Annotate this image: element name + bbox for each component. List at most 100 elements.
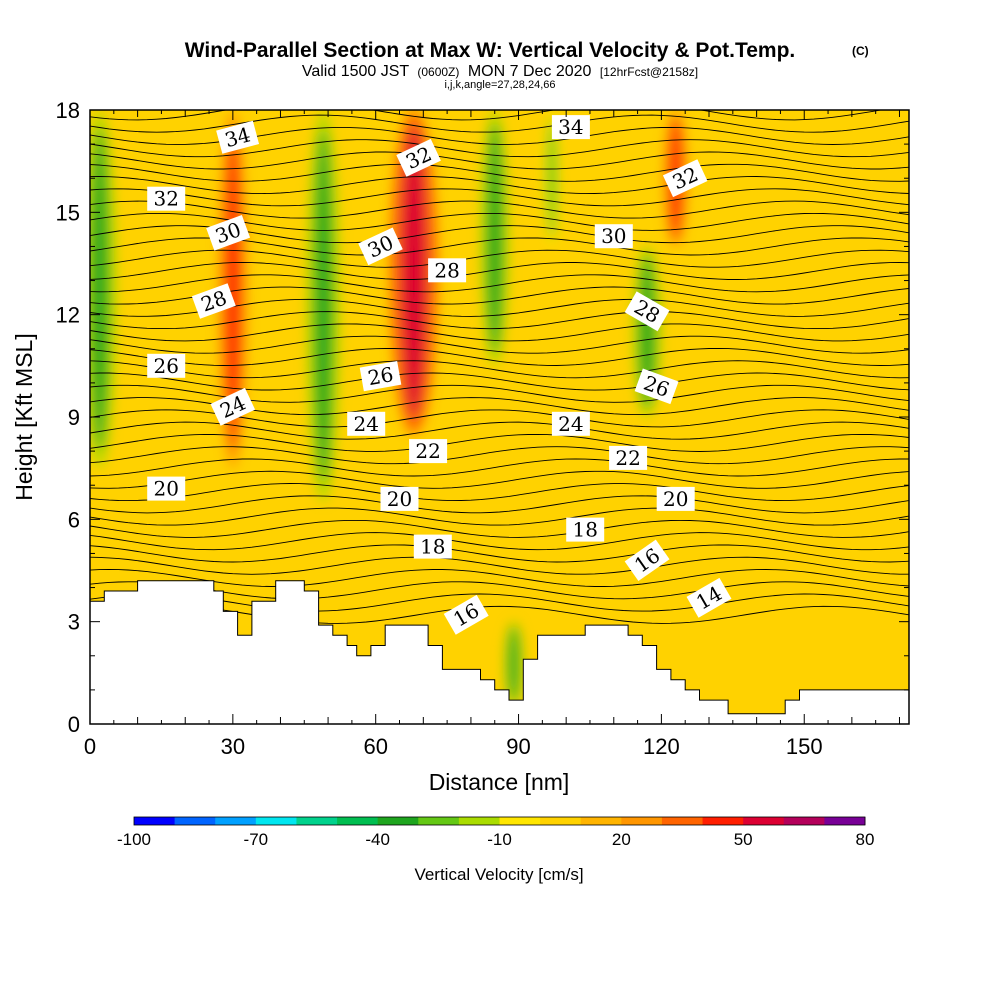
isentrope-label-16: 24 — [551, 411, 590, 436]
colorbar-swatch-15 — [743, 817, 785, 825]
isentrope-line-41 — [90, 110, 884, 121]
isentrope-label-bg — [428, 258, 467, 283]
isentrope-line-20 — [90, 360, 909, 379]
isentrope-label-text: 24 — [353, 412, 378, 436]
x-tick-label: 120 — [643, 734, 680, 759]
isentrope-line-28 — [90, 262, 909, 280]
isentrope-line-33 — [90, 200, 909, 219]
isentrope-label-bg — [380, 486, 419, 511]
isentrope-label-22: 18 — [413, 534, 452, 559]
isentrope-label-bg — [216, 120, 260, 154]
isentrope-line-24 — [90, 311, 909, 330]
isentrope-line-37 — [90, 151, 909, 170]
isentrope-label-19: 20 — [147, 476, 186, 501]
velocity-core-1 — [224, 127, 241, 451]
isentrope-label-9: 28 — [428, 258, 467, 283]
x-axis-label: Distance [nm] — [429, 769, 570, 795]
isentrope-label-text: 18 — [420, 535, 445, 559]
chart-title: Wind-Parallel Section at Max W: Vertical… — [185, 39, 796, 62]
colorbar-swatch-4 — [296, 817, 338, 825]
colorbar-swatch-12 — [621, 817, 663, 825]
isentrope-line-32 — [90, 212, 909, 231]
velocity-core-5 — [546, 116, 558, 240]
isentrope-label-1: 34 — [551, 115, 590, 140]
isentrope-line-3 — [90, 569, 909, 587]
isentrope-label-bg — [147, 353, 186, 378]
isentrope-line-10 — [90, 483, 909, 502]
isentrope-label-bg — [566, 517, 605, 542]
velocity-core-4 — [486, 122, 503, 354]
isentrope-line-14 — [90, 433, 909, 452]
isentrope-label-bg — [634, 368, 679, 405]
isentrope-label-text: 20 — [153, 477, 178, 501]
isentrope-line-29 — [90, 249, 909, 268]
subtitle-date: MON 7 Dec 2020 — [468, 63, 592, 80]
isentrope-label-text: 26 — [366, 362, 395, 390]
isentrope-label-text: 22 — [415, 439, 440, 463]
y-axis-label: Height [Kft MSL] — [11, 333, 37, 500]
isentrope-label-bg — [624, 291, 670, 332]
isentrope-label-bg — [396, 138, 441, 177]
isentrope-line-13 — [90, 446, 909, 465]
isentrope-line-40 — [90, 114, 909, 133]
colorbar-tick-label: -10 — [487, 830, 512, 849]
velocity-core-0 — [90, 127, 109, 451]
isentrope-label-bg — [147, 186, 186, 211]
isentrope-line-34 — [90, 188, 909, 207]
colorbar-tick-label: -40 — [365, 830, 390, 849]
subtitle-utc: (0600Z) — [417, 65, 459, 79]
y-tick-label: 3 — [68, 610, 80, 635]
subtitle-valid: Valid 1500 JST — [302, 63, 410, 80]
isentrope-lines — [90, 110, 909, 624]
isentrope-line-5 — [90, 544, 909, 563]
isentrope-label-text: 32 — [153, 187, 178, 211]
isentrope-line-6 — [90, 532, 909, 551]
isentrope-line-15 — [90, 421, 909, 440]
x-axis: 0 30 60 90 120 150 — [84, 110, 900, 759]
isentrope-line-38 — [90, 139, 909, 158]
isentrope-label-bg — [206, 215, 251, 251]
isentrope-label-3: 32 — [396, 138, 441, 177]
subtitle-forecast: [12hrFcst@2158z] — [600, 65, 698, 79]
isentrope-label-text: 30 — [601, 224, 626, 248]
isentrope-line-12 — [90, 458, 909, 477]
velocity-core-3 — [400, 126, 427, 418]
isentrope-label-bg — [624, 539, 670, 582]
isentrope-line-21 — [90, 347, 909, 366]
isentrope-label-bg — [594, 224, 633, 249]
isentrope-label-text: 22 — [615, 446, 640, 470]
isentrope-line-27 — [90, 274, 909, 293]
isentrope-label-bg — [413, 534, 452, 559]
isentrope-label-text: 28 — [434, 258, 459, 282]
isentrope-label-bg — [210, 387, 256, 426]
isentrope-label-11: 26 — [147, 353, 186, 378]
colorbar-tick-label: -70 — [244, 830, 269, 849]
isentrope-label-text: 18 — [572, 518, 597, 542]
colorbar-swatch-3 — [255, 817, 297, 825]
y-tick-label: 12 — [56, 303, 80, 328]
isentrope-label-bg — [147, 476, 186, 501]
isentrope-label-bg — [409, 439, 448, 464]
terrain-mask — [90, 580, 909, 724]
isentrope-label-2: 32 — [147, 186, 186, 211]
isentrope-label-15: 24 — [347, 411, 386, 436]
x-tick-label: 60 — [363, 734, 387, 759]
isentrope-label-bg — [551, 115, 590, 140]
isentrope-label-7: 30 — [594, 224, 633, 249]
isentrope-label-bg — [662, 159, 708, 198]
isentrope-label-23: 18 — [566, 517, 605, 542]
y-tick-label: 9 — [68, 405, 80, 430]
colorbar-tick-label: 20 — [612, 830, 631, 849]
colorbar-swatch-9 — [499, 817, 541, 825]
isentrope-label-text: 34 — [558, 115, 583, 139]
isentrope-label-bg — [686, 577, 732, 618]
colorbar-swatch-13 — [661, 817, 704, 825]
colorbar-swatch-2 — [215, 817, 257, 825]
isentrope-label-bg — [656, 486, 695, 511]
colorbar-label: Vertical Velocity [cm/s] — [414, 865, 583, 884]
colorbar-tick-label: -100 — [117, 830, 151, 849]
isentrope-line-7 — [90, 519, 909, 538]
chart-subtitle: Valid 1500 JST (0600Z) MON 7 Dec 2020 [1… — [302, 63, 698, 80]
plot-area — [90, 110, 909, 724]
